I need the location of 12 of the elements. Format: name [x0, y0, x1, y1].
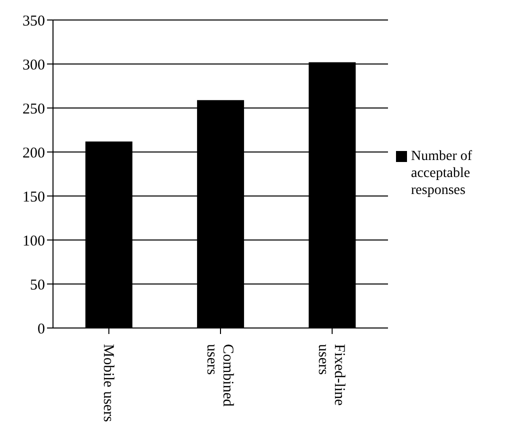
x-tick-label: Fixed-line users: [315, 344, 348, 406]
y-tick-label: 0: [38, 321, 45, 338]
y-tick-label: 300: [22, 57, 45, 74]
x-tick-label: Combined users: [204, 344, 236, 407]
y-tick-label: 50: [30, 277, 45, 294]
y-tick-label: 100: [22, 233, 45, 250]
y-tick-label: 150: [22, 189, 45, 206]
y-tick-label: 200: [22, 145, 45, 162]
legend-label: Number of acceptable responses: [411, 148, 474, 199]
x-tick-label: Mobile users: [100, 344, 116, 422]
y-tick-label: 350: [22, 13, 45, 30]
y-tick-label: 250: [22, 101, 45, 118]
